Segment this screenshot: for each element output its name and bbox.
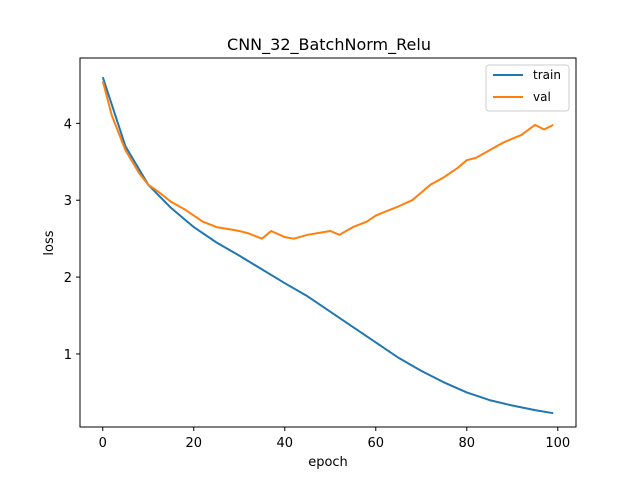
y-tick-label: 1	[64, 348, 72, 363]
x-tick-label: 100	[545, 436, 570, 451]
x-tick: 40	[276, 427, 293, 451]
series-line-val	[101, 80, 554, 240]
x-tick: 80	[459, 427, 476, 451]
x-axis-label: epoch	[308, 455, 348, 470]
x-tick-label: 80	[459, 436, 476, 451]
x-tick: 20	[185, 427, 202, 451]
x-axis: 0 20 40 60 80 100	[99, 427, 570, 451]
plot-area	[101, 76, 554, 415]
chart-title: CNN_32_BatchNorm_Relu	[227, 35, 431, 55]
x-tick: 0	[99, 427, 107, 451]
x-tick: 60	[368, 427, 385, 451]
legend: train val	[485, 64, 570, 112]
legend-label-train: train	[533, 68, 561, 82]
legend-box	[485, 64, 570, 112]
x-tick-label: 40	[276, 436, 293, 451]
y-tick: 4	[64, 117, 80, 132]
series-line-train	[101, 76, 554, 415]
x-tick-label: 20	[185, 436, 202, 451]
y-tick-label: 3	[64, 194, 72, 209]
x-tick: 100	[545, 427, 570, 451]
y-axis-label: loss	[42, 230, 57, 255]
y-axis: 1 2 3 4	[64, 117, 80, 363]
x-tick-label: 60	[368, 436, 385, 451]
y-tick-label: 4	[64, 117, 72, 132]
y-tick: 2	[64, 271, 80, 286]
y-tick: 1	[64, 348, 80, 363]
y-tick: 3	[64, 194, 80, 209]
legend-label-val: val	[533, 90, 551, 104]
y-tick-label: 2	[64, 271, 72, 286]
plot-frame	[79, 57, 577, 428]
x-tick-label: 0	[99, 436, 107, 451]
